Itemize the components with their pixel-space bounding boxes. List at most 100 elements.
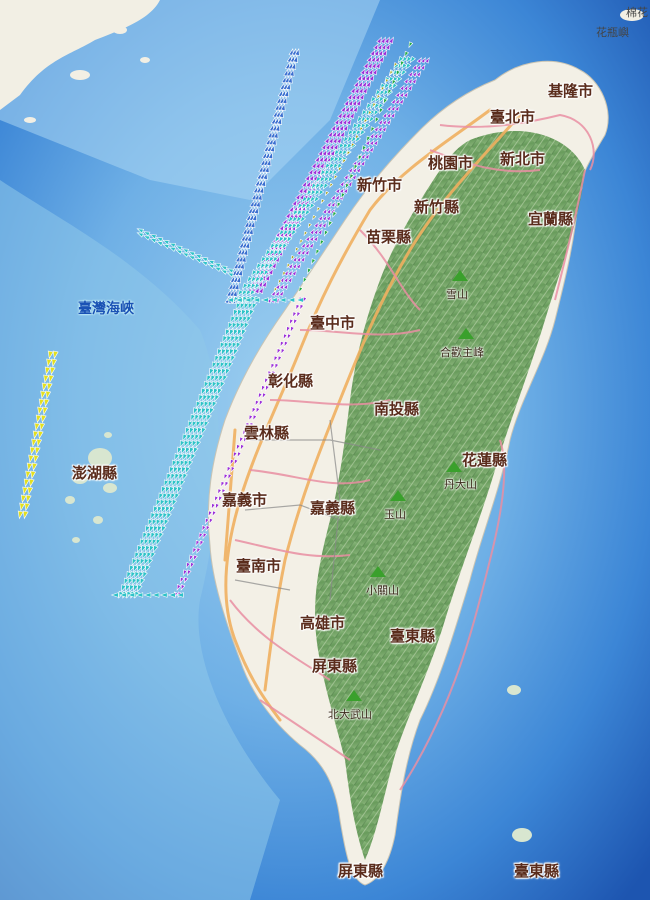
track-arrow-purple — [351, 92, 357, 101]
track-arrow-cyan — [295, 297, 304, 303]
track-arrow-cyan — [263, 262, 270, 270]
label-kaohsiung[interactable]: 高雄市 — [300, 614, 346, 632]
track-arrow-olive — [385, 78, 390, 84]
track-arrow-green — [374, 116, 380, 124]
track-arrow-purple — [274, 362, 280, 370]
label-hsinchu-city[interactable]: 新竹市 — [357, 176, 403, 194]
label-new-taipei[interactable]: 新北市 — [500, 150, 546, 168]
track-arrow-cyan — [195, 400, 202, 409]
label-taichung[interactable]: 臺中市 — [310, 314, 356, 332]
label-pingtung-south[interactable]: 屏東縣 — [338, 862, 384, 880]
track-arrow-yellow — [46, 358, 53, 368]
peak-yushan[interactable]: 玉山 — [384, 508, 406, 521]
label-hsinchu-county[interactable]: 新竹縣 — [414, 198, 460, 216]
label-yilan[interactable]: 宜蘭縣 — [528, 210, 574, 228]
label-miaoli[interactable]: 苗栗縣 — [366, 228, 412, 246]
track-arrow-purple — [255, 407, 261, 414]
track-arrow-purple — [288, 205, 295, 213]
track-arrow-green — [307, 267, 312, 275]
label-hualien[interactable]: 花蓮縣 — [462, 451, 508, 469]
label-chiayi-county[interactable]: 嘉義縣 — [310, 499, 356, 517]
track-arrow-cyan — [145, 564, 151, 573]
track-arrow-purple — [326, 201, 332, 208]
track-arrow-purple — [403, 84, 409, 92]
track-arrow-cyan — [276, 249, 284, 257]
track-arrow-green — [302, 277, 308, 284]
track-arrow-yellow — [39, 422, 46, 432]
track-arrow-cyan — [143, 557, 150, 567]
track-arrow-purple — [407, 84, 413, 92]
track-arrow-cyan — [286, 229, 293, 237]
track-arrow-cyan — [223, 341, 230, 350]
track-arrow-cyan — [273, 242, 280, 250]
label-taitung[interactable]: 臺東縣 — [390, 627, 436, 645]
peak-xueshan[interactable]: 雪山 — [446, 288, 468, 301]
peak-dan[interactable]: 丹大山 — [444, 478, 477, 491]
track-arrow-purple — [360, 153, 366, 160]
track-arrow-purple — [339, 180, 345, 188]
track-arrow-cyan — [313, 195, 320, 204]
track-arrow-cyan — [314, 189, 321, 197]
track-arrow-cyan — [207, 259, 215, 266]
track-arrow-cyan — [129, 584, 135, 593]
track-arrow-cyan — [143, 592, 152, 598]
label-changhua[interactable]: 彰化縣 — [268, 372, 314, 390]
track-arrow-cyan — [166, 512, 172, 521]
track-arrow-purple — [346, 117, 352, 126]
track-arrow-purple — [351, 99, 358, 107]
track-arrow-purple — [296, 311, 301, 319]
track-arrow-cyan — [359, 129, 366, 137]
track-arrow-cyan — [149, 544, 155, 553]
label-pingtung[interactable]: 屏東縣 — [312, 657, 358, 675]
track-arrow-purple — [321, 214, 328, 222]
track-arrow-cyan — [181, 248, 190, 254]
label-keelung[interactable]: 基隆市 — [548, 82, 594, 100]
track-arrow-olive — [393, 62, 398, 68]
label-penghu[interactable]: 澎湖縣 — [72, 464, 118, 482]
track-arrow-cyan — [269, 297, 278, 303]
track-arrow-purple — [364, 67, 370, 76]
track-arrow-purple — [394, 105, 400, 112]
track-arrow-cyan — [161, 485, 167, 494]
track-arrow-purple — [261, 384, 266, 392]
track-arrow-cyan — [133, 564, 139, 573]
label-nantou[interactable]: 南投縣 — [374, 400, 420, 418]
coastal-islands — [24, 26, 150, 123]
track-arrow-purple — [291, 262, 298, 270]
track-arrow-purple — [295, 192, 301, 201]
label-chiayi-city[interactable]: 嘉義市 — [222, 491, 268, 509]
track-arrow-cyan — [179, 479, 186, 488]
track-arrow-cyan — [214, 394, 220, 403]
track-arrow-cyan — [175, 245, 183, 251]
track-arrow-cyan — [179, 439, 186, 449]
track-arrow-purple — [342, 124, 349, 132]
track-arrow-purple — [215, 502, 220, 510]
track-arrow-cyan — [143, 538, 150, 547]
track-arrow-green — [319, 239, 325, 247]
label-taitung-south[interactable]: 臺東縣 — [514, 862, 560, 880]
peak-xiaoguan[interactable]: 小關山 — [366, 584, 399, 597]
track-arrow-purple — [230, 466, 236, 473]
track-arrow-cyan — [213, 262, 222, 268]
track-arrow-purple — [364, 146, 371, 153]
track-arrow-cyan — [171, 479, 178, 488]
track-arrow-cyan — [388, 75, 395, 84]
label-yunlin[interactable]: 雲林縣 — [244, 424, 290, 442]
peak-beidawu[interactable]: 北大武山 — [328, 708, 372, 721]
track-arrow-blue — [269, 144, 275, 153]
track-arrow-blue — [292, 54, 298, 63]
peak-hehuan[interactable]: 合歡主峰 — [440, 346, 484, 359]
label-taipei[interactable]: 臺北市 — [490, 108, 536, 126]
track-arrow-cyan — [173, 466, 179, 475]
track-arrow-cyan — [255, 269, 262, 277]
track-arrow-cyan — [378, 95, 385, 104]
label-taoyuan[interactable]: 桃園市 — [428, 154, 474, 172]
track-arrow-purple — [195, 539, 201, 547]
track-arrow-blue — [266, 158, 272, 167]
label-tainan[interactable]: 臺南市 — [236, 557, 282, 575]
track-arrow-cyan — [267, 262, 274, 270]
track-arrow-cyan — [268, 249, 276, 257]
track-arrow-purple — [233, 451, 238, 459]
